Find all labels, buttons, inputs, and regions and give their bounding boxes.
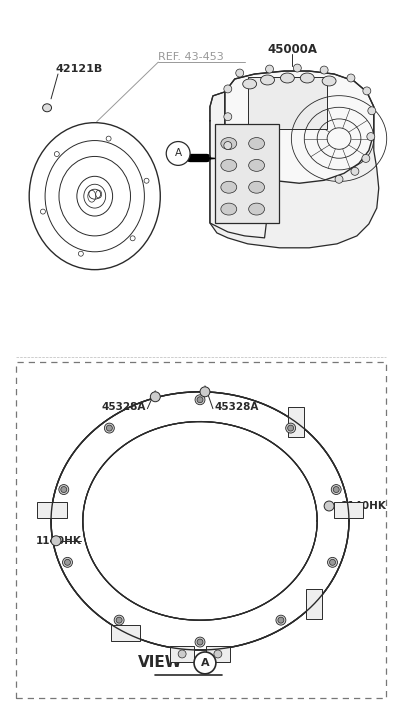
- Circle shape: [328, 558, 338, 567]
- Circle shape: [214, 650, 222, 658]
- Circle shape: [224, 142, 232, 150]
- Bar: [16, 362, 386, 698]
- Bar: [215, 124, 279, 223]
- Circle shape: [106, 425, 112, 431]
- Bar: [306, 589, 322, 619]
- Circle shape: [333, 486, 339, 492]
- Circle shape: [59, 485, 69, 494]
- Circle shape: [368, 107, 376, 115]
- Circle shape: [104, 423, 114, 433]
- Circle shape: [51, 536, 61, 546]
- Circle shape: [63, 558, 73, 567]
- Text: A: A: [200, 658, 209, 668]
- Text: 42121B: 42121B: [55, 64, 102, 74]
- Circle shape: [324, 501, 334, 511]
- Ellipse shape: [300, 73, 314, 83]
- Polygon shape: [210, 92, 271, 238]
- Circle shape: [116, 617, 122, 623]
- Ellipse shape: [221, 203, 237, 215]
- Ellipse shape: [30, 124, 159, 269]
- Circle shape: [278, 617, 284, 623]
- Circle shape: [288, 425, 294, 431]
- Bar: [111, 624, 140, 640]
- Text: 1140HK: 1140HK: [36, 536, 82, 546]
- Circle shape: [286, 423, 296, 433]
- Circle shape: [367, 132, 375, 140]
- Circle shape: [265, 65, 273, 73]
- Ellipse shape: [83, 422, 317, 620]
- Ellipse shape: [280, 73, 294, 83]
- Circle shape: [351, 167, 359, 175]
- Ellipse shape: [51, 392, 349, 650]
- Bar: [37, 502, 67, 518]
- Text: VIEW: VIEW: [138, 656, 182, 670]
- Ellipse shape: [221, 137, 237, 150]
- Circle shape: [197, 397, 203, 403]
- Ellipse shape: [249, 203, 265, 215]
- Circle shape: [330, 559, 336, 566]
- Text: A: A: [174, 148, 182, 158]
- Circle shape: [195, 395, 205, 405]
- Ellipse shape: [249, 159, 265, 172]
- Circle shape: [331, 485, 341, 494]
- Ellipse shape: [261, 75, 274, 85]
- Circle shape: [194, 652, 216, 674]
- Polygon shape: [225, 71, 374, 183]
- Text: 45328A: 45328A: [215, 402, 259, 411]
- Circle shape: [166, 142, 190, 165]
- Circle shape: [114, 615, 124, 625]
- Text: 1140HK: 1140HK: [341, 501, 387, 511]
- Polygon shape: [210, 71, 379, 248]
- Bar: [334, 502, 363, 518]
- Bar: [170, 646, 194, 662]
- Polygon shape: [192, 156, 215, 161]
- Circle shape: [294, 64, 301, 72]
- Text: 45328A: 45328A: [101, 402, 146, 411]
- Circle shape: [65, 559, 71, 566]
- Circle shape: [363, 87, 371, 95]
- Ellipse shape: [249, 137, 265, 150]
- Ellipse shape: [43, 104, 52, 112]
- Circle shape: [236, 69, 244, 77]
- Text: REF. 43-453: REF. 43-453: [158, 52, 224, 62]
- Ellipse shape: [322, 76, 336, 86]
- Circle shape: [335, 175, 343, 183]
- Ellipse shape: [221, 181, 237, 193]
- Circle shape: [224, 85, 232, 93]
- Circle shape: [347, 74, 355, 82]
- Circle shape: [195, 637, 205, 647]
- Circle shape: [150, 392, 160, 402]
- Circle shape: [224, 113, 232, 121]
- Circle shape: [61, 486, 67, 492]
- Bar: [288, 407, 304, 437]
- Ellipse shape: [249, 181, 265, 193]
- Circle shape: [276, 615, 286, 625]
- Circle shape: [362, 154, 370, 162]
- Ellipse shape: [221, 159, 237, 172]
- Bar: [206, 646, 230, 662]
- Bar: [248, 77, 327, 129]
- Circle shape: [197, 639, 203, 645]
- Circle shape: [320, 66, 328, 74]
- Circle shape: [178, 650, 186, 658]
- Ellipse shape: [243, 79, 257, 89]
- Circle shape: [200, 387, 210, 397]
- Text: 45000A: 45000A: [267, 43, 317, 56]
